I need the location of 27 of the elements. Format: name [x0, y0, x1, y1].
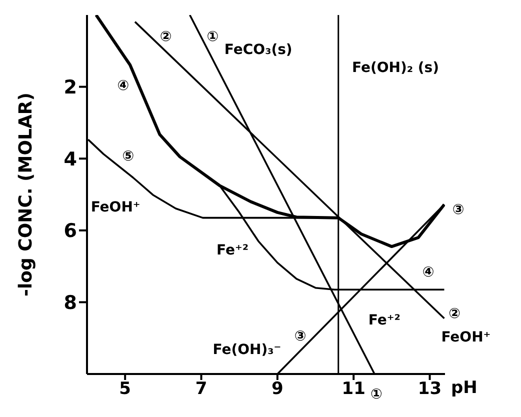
- y-tick-label: 4: [64, 148, 77, 170]
- annotation: ①: [206, 28, 219, 45]
- annotation: Fe⁺²: [368, 312, 400, 328]
- annotation: Fe(OH)₂ (s): [352, 60, 440, 76]
- y-tick-label: 6: [64, 220, 77, 242]
- y-tick-label: 2: [64, 76, 77, 99]
- text: ①: [370, 386, 383, 403]
- y-axis-title: -log CONC. (MOLAR): [16, 92, 36, 296]
- x-tick-label: 9: [272, 379, 284, 400]
- x-tick-label: 11: [342, 379, 366, 400]
- text: ③: [452, 202, 464, 218]
- annotation: Fe⁺²: [216, 242, 248, 258]
- annotation: ③: [294, 328, 306, 345]
- annotation: FeCO₃(s): [224, 42, 292, 58]
- x-tick-label: 13: [418, 379, 442, 400]
- annotation: Fe(OH)₃⁻: [212, 342, 282, 358]
- annotation: FeOH⁺: [90, 199, 140, 216]
- x-tick-label: 5: [119, 379, 132, 400]
- x-tick-label: 7: [195, 379, 208, 400]
- annotation: ④: [117, 78, 130, 94]
- annotation: ②: [160, 28, 172, 45]
- x-axis-title: pH: [451, 378, 478, 398]
- annotation: FeOH⁺: [441, 329, 491, 346]
- annotation: ⑤: [122, 148, 134, 165]
- y-tick-label: 8: [64, 292, 77, 314]
- text: ②: [448, 306, 461, 322]
- annotation: ④: [422, 264, 434, 281]
